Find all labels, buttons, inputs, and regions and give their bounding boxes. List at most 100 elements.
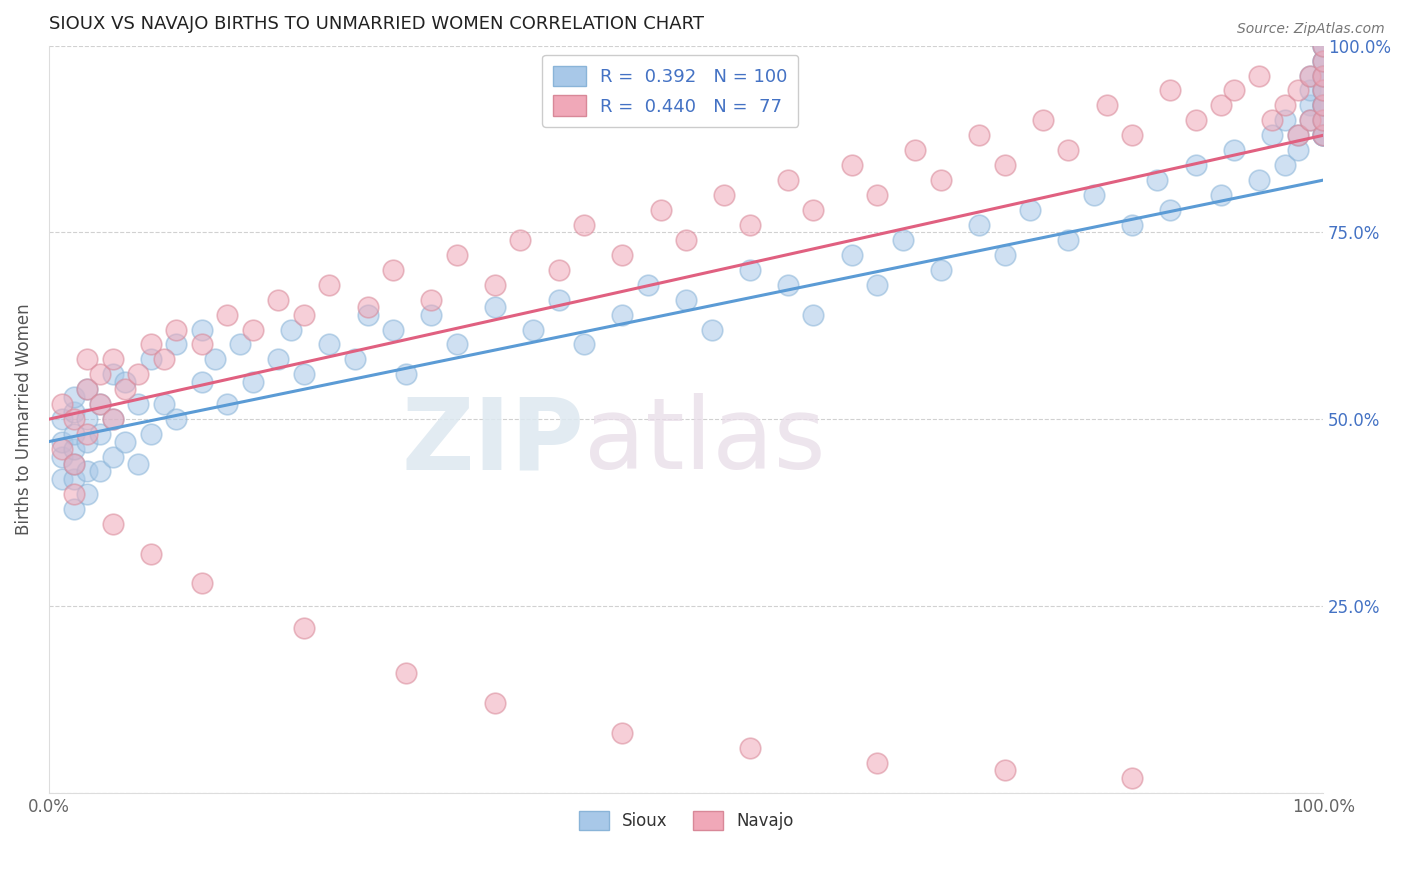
Point [1312, 98, 1334, 112]
Point [1299, 69, 1322, 83]
Point [114, 434, 136, 449]
Point [76, 412, 98, 426]
Point [866, 756, 889, 770]
Point [803, 308, 825, 322]
Point [89, 368, 111, 382]
Point [191, 375, 214, 389]
Point [51, 412, 73, 426]
Point [267, 352, 290, 367]
Point [51, 442, 73, 456]
Point [51, 434, 73, 449]
Point [1249, 173, 1271, 187]
Point [114, 375, 136, 389]
Point [1249, 69, 1271, 83]
Point [318, 277, 340, 292]
Point [1286, 128, 1309, 143]
Point [866, 277, 889, 292]
Point [1312, 128, 1334, 143]
Point [76, 352, 98, 367]
Point [395, 666, 418, 681]
Point [217, 397, 239, 411]
Point [675, 293, 697, 307]
Point [280, 322, 302, 336]
Point [1223, 143, 1246, 157]
Point [738, 740, 761, 755]
Point [484, 300, 506, 314]
Point [1083, 188, 1105, 202]
Point [929, 173, 952, 187]
Point [1312, 54, 1334, 68]
Point [1159, 202, 1181, 217]
Point [165, 337, 187, 351]
Point [217, 308, 239, 322]
Text: atlas: atlas [583, 393, 825, 490]
Point [1159, 83, 1181, 97]
Point [89, 465, 111, 479]
Text: ZIP: ZIP [401, 393, 583, 490]
Point [76, 382, 98, 396]
Point [63, 487, 86, 501]
Point [572, 218, 595, 232]
Point [191, 576, 214, 591]
Point [63, 427, 86, 442]
Point [1312, 128, 1334, 143]
Point [1312, 83, 1334, 97]
Point [776, 173, 799, 187]
Point [904, 143, 927, 157]
Point [1312, 113, 1334, 128]
Point [127, 457, 149, 471]
Point [776, 277, 799, 292]
Point [841, 158, 863, 172]
Point [1274, 158, 1296, 172]
Point [343, 352, 366, 367]
Point [1312, 113, 1334, 128]
Point [1121, 218, 1143, 232]
Point [484, 277, 506, 292]
Point [242, 322, 264, 336]
Point [114, 382, 136, 396]
Point [1312, 69, 1334, 83]
Point [152, 352, 174, 367]
Point [63, 405, 86, 419]
Point [1057, 143, 1080, 157]
Point [1299, 83, 1322, 97]
Text: Source: ZipAtlas.com: Source: ZipAtlas.com [1237, 22, 1385, 37]
Point [63, 501, 86, 516]
Point [713, 188, 735, 202]
Point [1312, 128, 1334, 143]
Point [446, 248, 468, 262]
Point [89, 427, 111, 442]
Point [1312, 38, 1334, 53]
Point [76, 427, 98, 442]
Point [675, 233, 697, 247]
Point [929, 262, 952, 277]
Point [1312, 54, 1334, 68]
Point [1095, 98, 1118, 112]
Point [1286, 83, 1309, 97]
Point [139, 337, 162, 351]
Point [165, 322, 187, 336]
Point [1211, 188, 1233, 202]
Point [1286, 143, 1309, 157]
Point [51, 450, 73, 464]
Point [382, 322, 405, 336]
Point [446, 337, 468, 351]
Point [1299, 113, 1322, 128]
Point [1312, 38, 1334, 53]
Point [89, 397, 111, 411]
Point [1312, 38, 1334, 53]
Point [1286, 128, 1309, 143]
Point [382, 262, 405, 277]
Point [101, 352, 124, 367]
Point [63, 457, 86, 471]
Point [637, 277, 659, 292]
Point [76, 382, 98, 396]
Point [1121, 128, 1143, 143]
Text: SIOUX VS NAVAJO BIRTHS TO UNMARRIED WOMEN CORRELATION CHART: SIOUX VS NAVAJO BIRTHS TO UNMARRIED WOME… [49, 15, 704, 33]
Point [76, 465, 98, 479]
Point [1312, 98, 1334, 112]
Point [63, 472, 86, 486]
Point [1121, 771, 1143, 785]
Point [292, 308, 315, 322]
Point [1312, 128, 1334, 143]
